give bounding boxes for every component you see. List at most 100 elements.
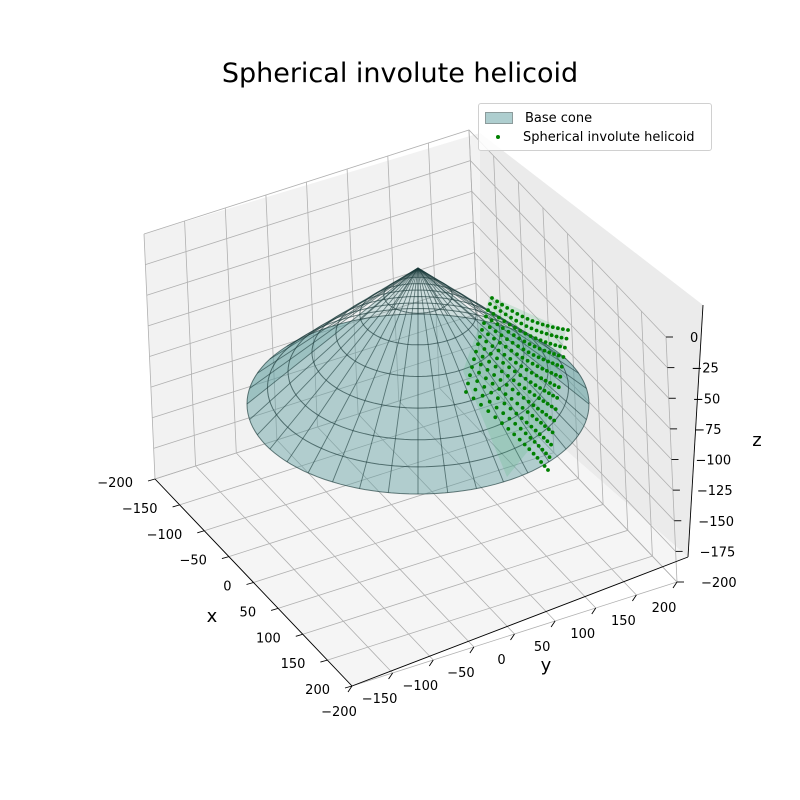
helicoid-point [496,396,500,401]
helicoid-point [536,355,541,360]
helicoid-point [563,345,567,350]
helicoid-point [524,420,529,425]
x-tick-label: −150 [122,502,158,517]
helicoid-point [561,327,565,331]
helicoid-point [550,430,555,435]
x-tick-mark [270,607,279,611]
helicoid-point [475,379,480,383]
helicoid-point [507,416,512,421]
helicoid-point [540,366,545,371]
y-axis-label: y [541,655,552,676]
helicoid-point [510,309,515,313]
helicoid-point [543,340,548,344]
helicoid-point [541,435,546,440]
helicoid-point [498,378,503,382]
helicoid-point [484,376,488,381]
helicoid-point [500,302,504,307]
helicoid-point [534,373,539,378]
helicoid-point [492,373,496,377]
helicoid-point [509,315,513,320]
helicoid-point [521,396,526,400]
cone-meridian [417,267,477,489]
x-tick-label: −100 [147,528,183,543]
helicoid-point [496,348,501,353]
grid-line-z [154,374,678,583]
y-axis-line [351,556,689,687]
y-tick-mark [428,659,434,667]
helicoid-point [466,381,470,386]
helicoid-point [486,308,490,312]
helicoid-point [518,373,523,378]
cone-meridian [417,267,504,483]
cone-meridian [256,267,419,436]
helicoid-point [549,404,554,409]
helicoid-point [537,396,541,401]
helicoid-point [494,405,499,410]
z-tick-label: 0 [690,331,698,346]
grid-line-z [145,160,668,368]
helicoid-point [513,421,518,426]
helicoid-point [485,368,490,372]
helicoid-point [524,367,529,372]
helicoid-point [561,355,566,359]
x-tick-label: 200 [305,683,330,698]
helicoid-point [471,396,476,401]
legend: Base cone Spherical involute helicoid [478,103,712,151]
helicoid-point [531,353,536,357]
helicoid-point [528,435,533,440]
helicoid-point [503,312,508,317]
helicoid-point [564,336,569,341]
x-tick-label: 0 [223,580,231,595]
helicoid-point [549,442,553,447]
helicoid-point [488,351,493,356]
legend-swatch-base-cone [485,112,513,124]
helicoid-point [509,348,514,353]
helicoid-point [550,361,555,366]
x-axis-label: x [207,606,218,627]
helicoid-point [501,411,506,416]
helicoid-point [541,399,546,403]
helicoid-point [517,437,522,442]
helicoid-point [487,325,492,330]
x-tick-mark [344,685,353,689]
helicoid-point [498,340,502,345]
helicoid-point [532,440,537,444]
cone-meridian [417,267,590,405]
helicoid-point [474,349,478,354]
grid-line-z [146,190,670,399]
helicoid-point [542,388,547,393]
helicoid-point [545,401,550,406]
helicoid-point [540,409,545,414]
helicoid-point [555,363,560,367]
y-tick-label: 200 [652,601,677,616]
helicoid-point [520,406,525,410]
helicoid-point [520,314,525,319]
helicoid-point [505,306,510,310]
grid-line-z [149,252,672,460]
helicoid-point [546,468,550,472]
z-axis-label: z [752,430,761,451]
helicoid-point [530,413,535,418]
y-tick-mark [388,672,393,680]
helicoid-point [529,370,534,375]
z-tick-label: −50 [693,392,720,407]
helicoid-point [555,396,560,400]
x-tick-label: −200 [97,476,133,491]
helicoid-point [539,420,543,425]
helicoid-point [526,399,531,404]
helicoid-point [546,427,551,432]
helicoid-point [539,460,543,464]
z-tick-label: −150 [698,515,734,530]
helicoid-point [502,401,507,406]
x-tick-mark [197,530,205,534]
helicoid-point [495,322,500,327]
helicoid-point [543,424,547,428]
cone-meridian [286,267,419,463]
z-tick-label: −200 [701,576,737,591]
helicoid-point [518,328,523,333]
helicoid-point [487,359,491,364]
helicoid-point [552,383,557,387]
helicoid-point [503,344,508,349]
helicoid-point [509,397,514,401]
cone-meridian [417,267,579,374]
